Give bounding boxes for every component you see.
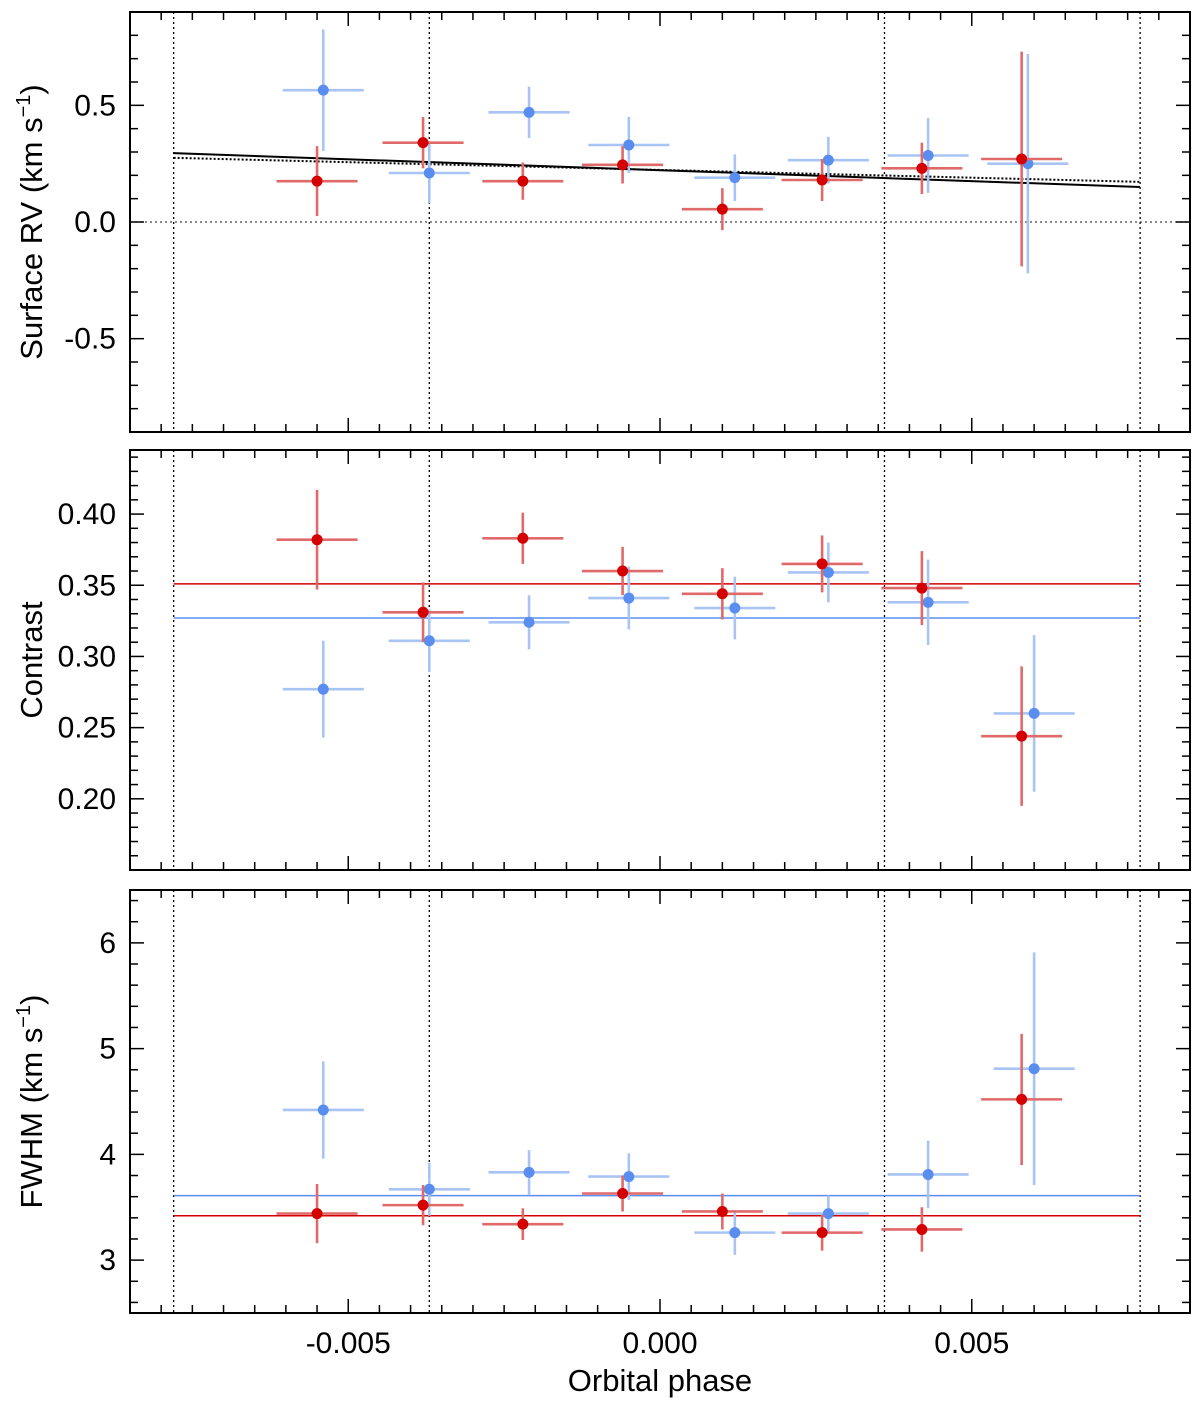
blue-point-0 bbox=[317, 1104, 329, 1116]
y-tick-label: 0.20 bbox=[58, 783, 116, 816]
y-tick-label: 0.0 bbox=[74, 206, 116, 239]
blue-point-5 bbox=[822, 566, 834, 578]
model-solid bbox=[173, 152, 1141, 188]
red-point-6 bbox=[916, 582, 928, 594]
y-tick-label: 0.5 bbox=[74, 89, 116, 122]
blue-point-7 bbox=[1028, 707, 1040, 719]
red-point-3 bbox=[617, 159, 629, 171]
red-point-2 bbox=[517, 1218, 529, 1230]
model-dotted bbox=[173, 156, 1141, 183]
y-axis-title-sup: −1 bbox=[13, 95, 35, 118]
red-point-2 bbox=[517, 175, 529, 187]
blue-point-1 bbox=[423, 1183, 435, 1195]
y-axis-title-sup: −1 bbox=[13, 1005, 35, 1028]
panel-frame bbox=[129, 449, 1191, 871]
red-point-3 bbox=[617, 565, 629, 577]
red-point-5 bbox=[816, 558, 828, 570]
blue-point-0 bbox=[317, 683, 329, 695]
y-tick-label: 0.40 bbox=[58, 498, 116, 531]
blue-point-7 bbox=[1028, 1063, 1040, 1075]
blue-point-3 bbox=[623, 1171, 635, 1183]
blue-point-1 bbox=[423, 167, 435, 179]
red-point-4 bbox=[716, 588, 728, 600]
blue-point-4 bbox=[729, 1227, 741, 1239]
y-tick-label: 4 bbox=[99, 1138, 116, 1171]
red-point-1 bbox=[417, 137, 429, 149]
y-axis-title: FWHM (km s−1) bbox=[13, 995, 49, 1209]
y-axis-title-main: Contrast bbox=[14, 601, 49, 719]
x-tick-label: 0.000 bbox=[622, 1327, 697, 1360]
y-axis-title: Surface RV (km s−1) bbox=[13, 84, 49, 359]
y-tick-label: 0.35 bbox=[58, 569, 116, 602]
blue-point-0 bbox=[317, 84, 329, 96]
y-tick-label: 0.25 bbox=[58, 712, 116, 745]
blue-point-3 bbox=[623, 139, 635, 151]
blue-point-2 bbox=[523, 1166, 535, 1178]
blue-point-6 bbox=[922, 1168, 934, 1180]
y-axis-title-main: FWHM (km s bbox=[14, 1028, 49, 1209]
x-tick-label: -0.005 bbox=[306, 1327, 391, 1360]
red-point-4 bbox=[716, 1205, 728, 1217]
blue-point-1 bbox=[423, 635, 435, 647]
red-point-7 bbox=[1016, 730, 1028, 742]
panel-contrast: 0.40 0.35 0.30 0.25 0.20 Contrast bbox=[14, 449, 1191, 871]
y-tick-label: 5 bbox=[99, 1033, 116, 1066]
y-axis-title-close: ) bbox=[14, 995, 49, 1005]
blue-point-6 bbox=[922, 150, 934, 161]
blue-point-2 bbox=[523, 616, 535, 628]
y-tick-label: -0.5 bbox=[64, 323, 116, 356]
panel-rv: 0.5 0.0 -0.5 Surface RV (km s−1) bbox=[13, 11, 1191, 433]
y-tick-label: 6 bbox=[99, 927, 116, 960]
red-point-1 bbox=[417, 606, 429, 618]
panel-frame bbox=[129, 889, 1191, 1314]
blue-point-6 bbox=[922, 596, 934, 608]
blue-point-2 bbox=[523, 106, 535, 118]
red-point-1 bbox=[417, 1199, 429, 1211]
y-axis-title: Contrast bbox=[14, 601, 49, 719]
panel-fwhm: 6 5 4 3 FWHM (km s−1) -0.005 0.000 0.005 Orbital… bbox=[13, 889, 1191, 1398]
red-point-4 bbox=[716, 203, 728, 215]
red-point-7 bbox=[1016, 1093, 1028, 1105]
y-tick-label: 0.30 bbox=[58, 640, 116, 673]
blue-point-3 bbox=[623, 592, 635, 604]
red-point-7 bbox=[1016, 153, 1028, 165]
red-point-6 bbox=[916, 1223, 928, 1235]
blue-point-4 bbox=[729, 172, 741, 184]
y-axis-title-main: Surface RV (km s bbox=[14, 117, 49, 359]
red-point-5 bbox=[816, 174, 828, 186]
x-tick-label: 0.005 bbox=[934, 1327, 1009, 1360]
y-axis-title-close: ) bbox=[14, 84, 49, 94]
red-point-5 bbox=[816, 1227, 828, 1239]
red-point-6 bbox=[916, 162, 928, 174]
red-point-3 bbox=[617, 1188, 629, 1200]
blue-point-5 bbox=[822, 154, 834, 166]
red-point-0 bbox=[311, 534, 323, 546]
red-point-0 bbox=[311, 175, 323, 187]
y-tick-label: 3 bbox=[99, 1244, 116, 1277]
red-point-0 bbox=[311, 1208, 323, 1220]
x-axis-title: Orbital phase bbox=[568, 1363, 752, 1398]
blue-point-4 bbox=[729, 602, 741, 614]
blue-point-5 bbox=[822, 1208, 834, 1220]
red-point-2 bbox=[517, 532, 529, 544]
